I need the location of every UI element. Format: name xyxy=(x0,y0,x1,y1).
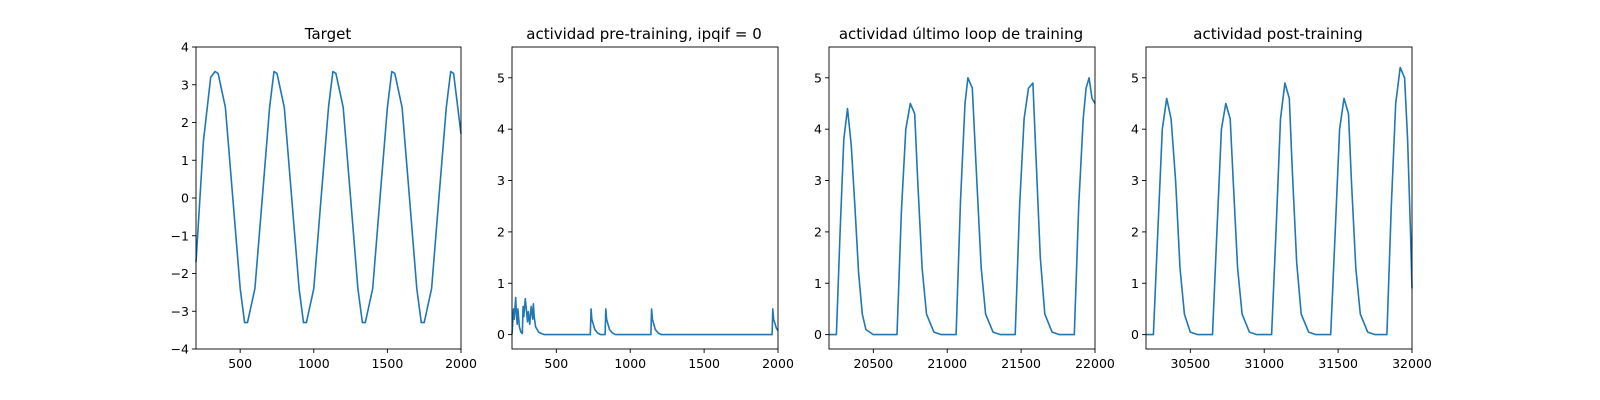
y-tick-label: 5 xyxy=(497,70,505,85)
panel-last-training-loop: actividad último loop de training 20500 2… xyxy=(814,25,1115,371)
x-tick-label: 1500 xyxy=(688,356,720,371)
y-tick-label: 0 xyxy=(497,327,505,342)
y-tick-label: 5 xyxy=(814,70,822,85)
y-tick-label: 4 xyxy=(1131,122,1139,137)
y-tick-label: −1 xyxy=(171,228,189,243)
x-tick-label: 21000 xyxy=(927,356,967,371)
y-tick-label: 1 xyxy=(181,153,189,168)
axes-frame xyxy=(511,46,779,350)
y-tick-label: −3 xyxy=(171,304,189,319)
y-tick-label: 5 xyxy=(1131,70,1139,85)
y-tick-label: 0 xyxy=(814,327,822,342)
series-line xyxy=(511,296,779,336)
y-tick-label: 4 xyxy=(814,122,822,137)
x-tick-label: 31500 xyxy=(1318,356,1358,371)
y-tick-label: 3 xyxy=(814,173,822,188)
x-tick-label: 2000 xyxy=(762,356,794,371)
x-tick-label: 500 xyxy=(228,356,252,371)
y-tick-label: 3 xyxy=(497,173,505,188)
y-tick-label: 4 xyxy=(497,122,505,137)
panel-pre-training: actividad pre-training, ipqif = 0 500 100… xyxy=(497,25,794,371)
series-line xyxy=(829,77,1096,336)
y-tick-label: 3 xyxy=(1131,173,1139,188)
y-tick-label: −2 xyxy=(171,266,189,281)
x-tick-label: 500 xyxy=(544,356,568,371)
y-tick-label: 0 xyxy=(1131,327,1139,342)
x-tick-label: 31000 xyxy=(1244,356,1284,371)
y-tick-label: 0 xyxy=(181,191,189,206)
x-tick-label: 30500 xyxy=(1170,356,1210,371)
series-line xyxy=(195,70,462,324)
y-tick-label: 1 xyxy=(497,276,505,291)
axes-frame xyxy=(1145,46,1413,350)
y-tick-label: −4 xyxy=(171,342,189,357)
x-tick-label: 20500 xyxy=(853,356,893,371)
y-tick-label: 2 xyxy=(1131,224,1139,239)
y-tick-label: 2 xyxy=(497,224,505,239)
panel-title: actividad post-training xyxy=(1193,25,1362,43)
x-tick-label: 1500 xyxy=(371,356,403,371)
x-tick-label: 32000 xyxy=(1392,356,1432,371)
y-tick-label: 3 xyxy=(181,77,189,92)
panel-target: Target 500 1000 1500 2000 −4 −3 −2 −1 0 1 2 3 4 xyxy=(171,25,477,371)
x-tick-label: 21500 xyxy=(1001,356,1041,371)
series-line xyxy=(1146,66,1413,336)
y-tick-label: 4 xyxy=(181,40,189,55)
x-tick-label: 22000 xyxy=(1075,356,1115,371)
panel-title: actividad último loop de training xyxy=(839,25,1083,43)
panel-post-training: actividad post-training 30500 31000 31500 3… xyxy=(1131,25,1432,371)
panel-title: Target xyxy=(304,25,352,43)
y-tick-label: 1 xyxy=(814,276,822,291)
panel-title: actividad pre-training, ipqif = 0 xyxy=(526,25,762,43)
x-tick-label: 2000 xyxy=(445,356,477,371)
y-tick-label: 2 xyxy=(814,224,822,239)
axes-frame xyxy=(828,46,1096,350)
x-tick-label: 1000 xyxy=(614,356,646,371)
y-tick-label: 1 xyxy=(1131,276,1139,291)
x-tick-label: 1000 xyxy=(298,356,330,371)
y-tick-label: 2 xyxy=(181,115,189,130)
